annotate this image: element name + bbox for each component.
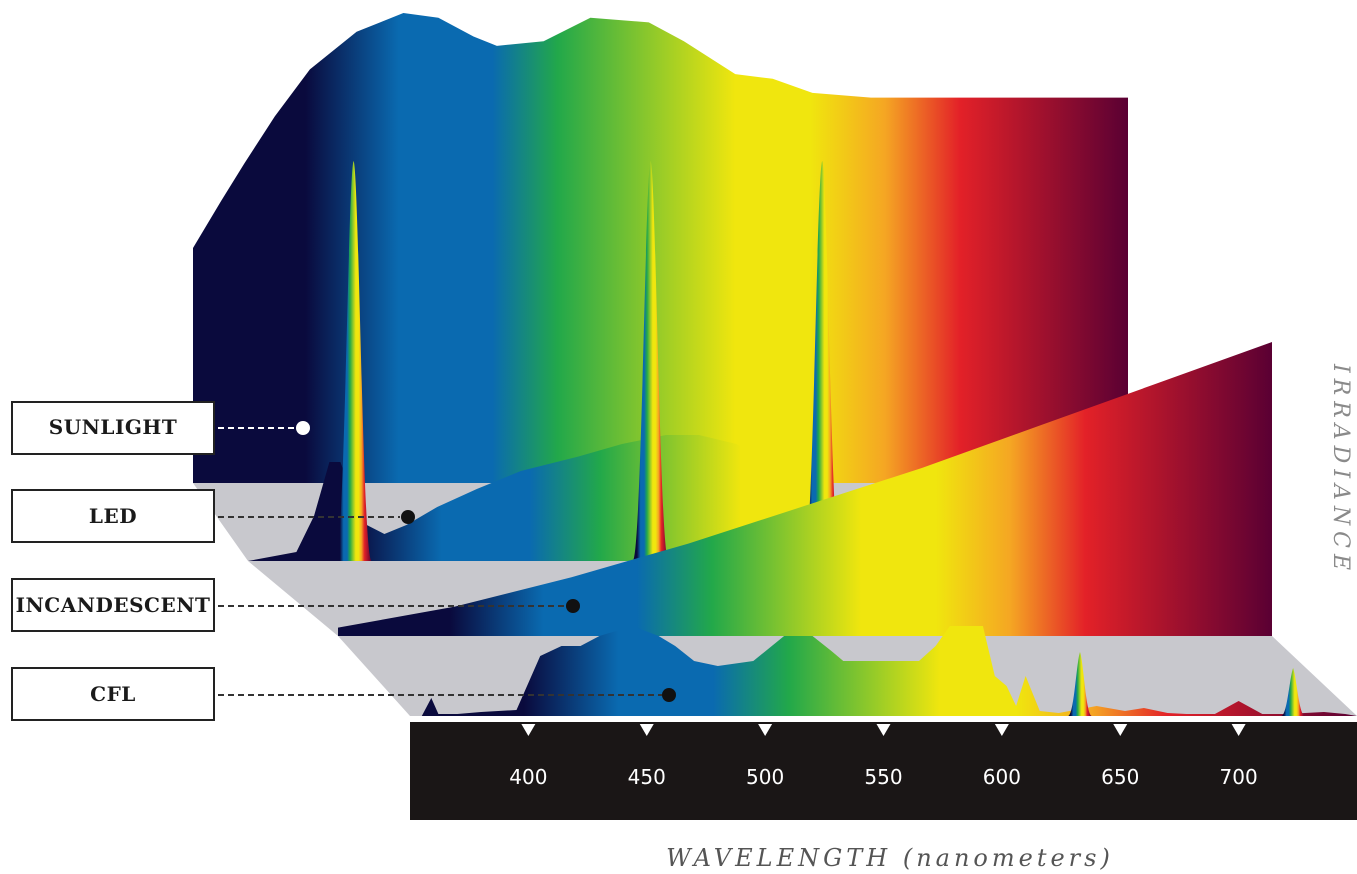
x-tick-mark [758,724,773,736]
spike-cfl [1281,668,1306,716]
legend-label-sunlight: SUNLIGHT [49,415,177,439]
series-cfl [410,626,1357,716]
y-axis-title: IRRADIANCE [1328,363,1353,576]
x-axis: 400 450 500 550 600 650 700 [410,722,1357,820]
spectra-layers [193,13,1357,716]
spike-led [804,161,841,561]
spike-led [335,161,372,561]
x-axis-title: WAVELENGTH (nanometers) [666,844,1114,872]
legend-marker-cfl [662,688,676,702]
x-tick-mark [521,724,536,736]
legend-item-led: LED [11,489,415,543]
legend-box-sunlight [11,401,215,455]
x-tick-label: 650 [1101,765,1139,789]
legend-label-cfl: CFL [90,682,136,706]
series-led [248,161,1128,561]
legend-marker-sunlight [296,421,310,435]
area-led [248,435,1128,561]
x-tick-mark [1231,724,1246,736]
x-tick-mark [876,724,891,736]
legend-marker-led [401,510,415,524]
x-tick-label: 700 [1220,765,1258,789]
legend-label-incandescent: INCANDESCENT [16,593,211,617]
legend-label-led: LED [89,504,137,528]
series-sunlight [193,13,1128,483]
x-tick-label: 500 [746,765,784,789]
spike-led [632,161,669,561]
x-tick-label: 400 [509,765,547,789]
legend: SUNLIGHT LED INCANDESCENT CFL [11,401,676,721]
legend-item-sunlight: SUNLIGHT [11,401,310,455]
area-sunlight [193,13,1128,483]
series-incandescent [338,342,1272,636]
legend-box-led [11,489,215,543]
area-cfl [410,626,1357,716]
x-tick-label: 600 [983,765,1021,789]
spike-cfl [1068,652,1092,716]
legend-box-cfl [11,667,215,721]
x-tick-label: 450 [628,765,666,789]
legend-marker-incandescent [566,599,580,613]
x-tick-mark [639,724,654,736]
x-tick-label: 550 [864,765,902,789]
legend-item-incandescent: INCANDESCENT [11,578,580,632]
area-incandescent [338,342,1272,636]
x-axis-ticks: 400 450 500 550 600 650 700 [509,724,1258,789]
x-tick-mark [1113,724,1128,736]
x-tick-mark [994,724,1009,736]
legend-box-incandescent [11,578,215,632]
x-axis-band [410,722,1357,820]
legend-item-cfl: CFL [11,667,676,721]
